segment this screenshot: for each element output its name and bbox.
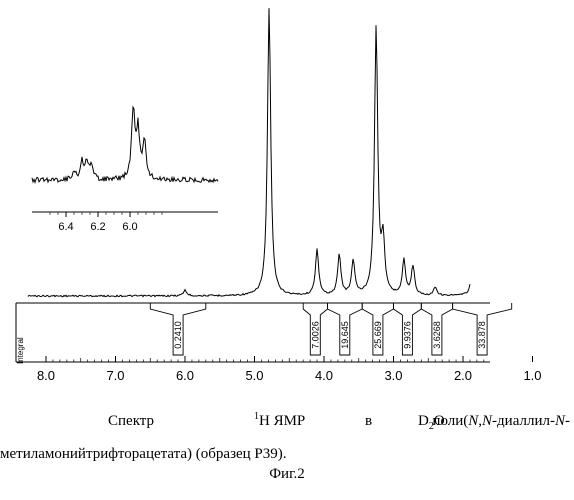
caption-n-3: N [555, 413, 565, 429]
figure-caption: Спектр 1H ЯМР в D2O поли(N,N-диаллил-N- … [0, 400, 574, 500]
main-tick-label: 1.0 [523, 368, 541, 383]
integral-value: 33.878 [477, 321, 487, 349]
main-spectrum-trace [28, 8, 470, 297]
integral-region: 9.9376 [394, 303, 422, 355]
caption-figure-number-text: Фиг.2 [269, 466, 305, 482]
main-tick-label: 6.0 [176, 368, 194, 383]
main-spectrum [28, 8, 470, 297]
integral-value: 25.669 [373, 321, 383, 349]
integral-region: 3.6268 [421, 303, 452, 355]
main-x-axis: 8.0 7.0 6.0 5.0 4.0 3.0 2.0 1.0 [16, 356, 542, 383]
integral-region: 33.878 [453, 303, 512, 355]
integral-value: 19.645 [340, 321, 350, 349]
integral-region: 0.2410 [150, 303, 206, 355]
integral-panel: Integral 0.2410 7.0026 19.645 25.669 9.9376 3… [16, 303, 512, 364]
inset-spectrum-trace [32, 107, 218, 182]
integral-axis-label: Integral [16, 337, 25, 364]
main-tick-label: 3.0 [384, 368, 402, 383]
main-tick-label: 4.0 [315, 368, 333, 383]
caption-n-1: N [468, 413, 478, 429]
inset-ticks: 6.4 6.2 6.0 [50, 212, 162, 233]
main-tick-label: 7.0 [106, 368, 124, 383]
inset-tick-label: 6.4 [58, 221, 73, 233]
main-ticks: 8.0 7.0 6.0 5.0 4.0 3.0 2.0 1.0 [37, 356, 542, 383]
caption-dash: - [565, 413, 570, 429]
nmr-spectrum-figure: 6.4 6.2 6.0 Integral 0.2410 7.0026 19.645 25.… [0, 0, 574, 400]
integral-region: 25.669 [362, 303, 393, 355]
caption-line-2: метиламонийтрифторацетата) (образец Р39)… [0, 446, 287, 463]
inset-tick-label: 6.0 [122, 221, 137, 233]
integral-value: 0.2410 [173, 321, 183, 349]
main-tick-label: 2.0 [454, 368, 472, 383]
caption-line-1-polymer: поли(N,N-диаллил-N- [0, 413, 570, 430]
integral-value: 7.0026 [310, 321, 320, 349]
caption-diallyl: -диаллил- [492, 413, 555, 429]
caption-line-2-text: метиламонийтрифторацетата) (образец Р39)… [0, 446, 287, 462]
inset-tick-label: 6.2 [90, 221, 105, 233]
main-tick-label: 5.0 [245, 368, 263, 383]
integral-value: 3.6268 [432, 321, 442, 349]
integral-region: 19.645 [328, 303, 363, 355]
main-tick-label: 8.0 [37, 368, 55, 383]
caption-figure-number: Фиг.2 [0, 466, 574, 483]
integral-regions: 0.2410 7.0026 19.645 25.669 9.9376 3.6268 33.8… [150, 303, 511, 355]
inset-spectrum: 6.4 6.2 6.0 [32, 107, 218, 233]
integral-value: 9.9376 [402, 321, 412, 349]
caption-poly-prefix: поли( [432, 413, 468, 429]
integral-region: 7.0026 [303, 303, 327, 355]
caption-n-2: N [482, 413, 492, 429]
